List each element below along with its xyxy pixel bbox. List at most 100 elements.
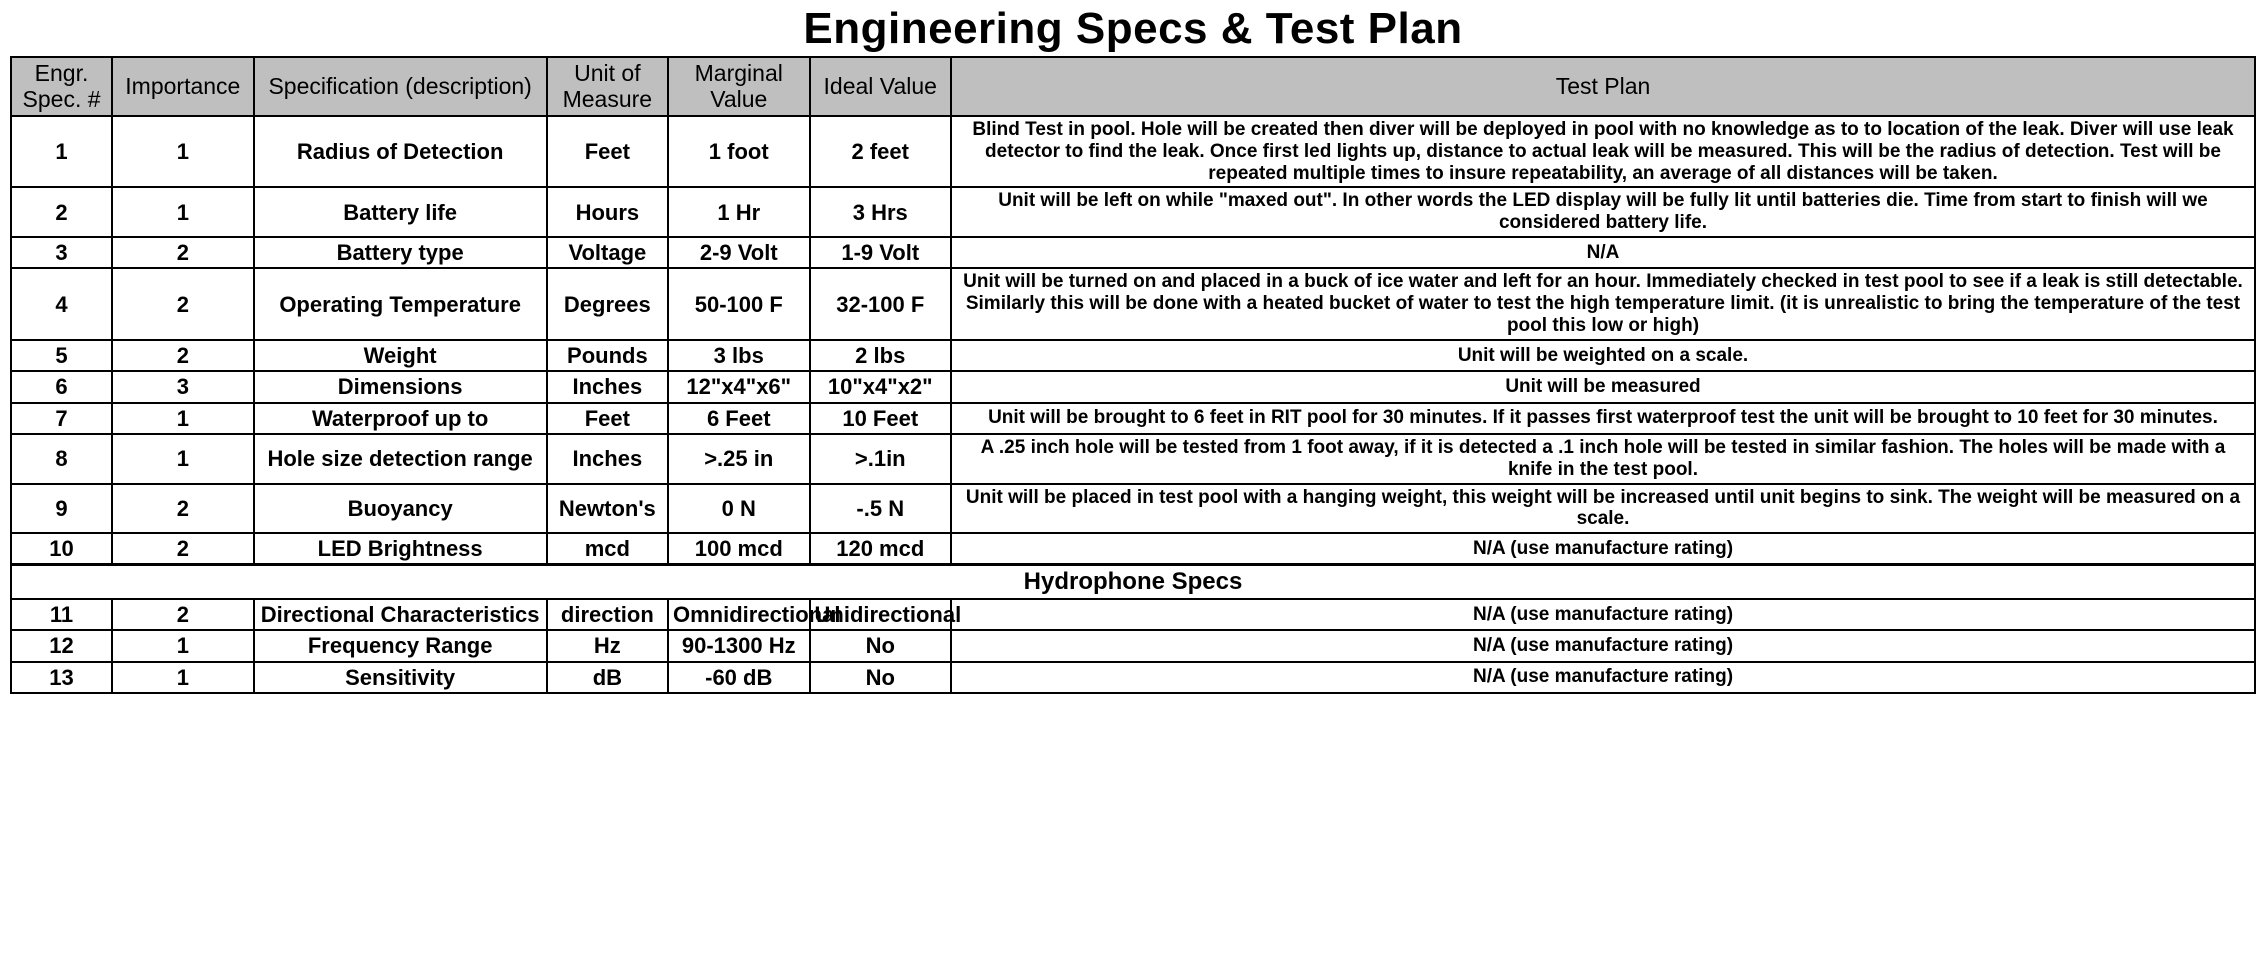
cell-ideal: 10"x4"x2" <box>810 371 952 402</box>
cell-imp: 2 <box>112 533 254 565</box>
cell-n: 5 <box>11 340 112 371</box>
cell-ideal: >.1in <box>810 434 952 484</box>
cell-n: 9 <box>11 484 112 534</box>
cell-spec: Battery type <box>254 237 547 268</box>
col-importance: Importance <box>112 57 254 116</box>
cell-tp: A .25 inch hole will be tested from 1 fo… <box>951 434 2255 484</box>
cell-ideal: 120 mcd <box>810 533 952 565</box>
cell-spec: Dimensions <box>254 371 547 402</box>
cell-tp: Unit will be weighted on a scale. <box>951 340 2255 371</box>
cell-ideal: No <box>810 630 952 661</box>
table-row: 4 2 Operating Temperature Degrees 50-100… <box>11 268 2255 340</box>
cell-imp: 3 <box>112 371 254 402</box>
cell-tp: N/A (use manufacture rating) <box>951 533 2255 565</box>
cell-spec: Sensitivity <box>254 662 547 693</box>
cell-tp: Blind Test in pool. Hole will be created… <box>951 116 2255 188</box>
cell-spec: Hole size detection range <box>254 434 547 484</box>
cell-uom: Inches <box>547 371 668 402</box>
cell-marg: 0 N <box>668 484 810 534</box>
cell-tp: N/A (use manufacture rating) <box>951 599 2255 630</box>
cell-spec: Frequency Range <box>254 630 547 661</box>
cell-tp: Unit will be left on while "maxed out". … <box>951 187 2255 237</box>
cell-tp: Unit will be placed in test pool with a … <box>951 484 2255 534</box>
section-header-hydrophone: Hydrophone Specs <box>11 565 2255 599</box>
cell-marg: 12"x4"x6" <box>668 371 810 402</box>
cell-n: 2 <box>11 187 112 237</box>
cell-imp: 1 <box>112 630 254 661</box>
table-row: 13 1 Sensitivity dB -60 dB No N/A (use m… <box>11 662 2255 693</box>
cell-n: 8 <box>11 434 112 484</box>
cell-uom: Hours <box>547 187 668 237</box>
col-testplan: Test Plan <box>951 57 2255 116</box>
cell-imp: 2 <box>112 599 254 630</box>
cell-uom: Feet <box>547 403 668 434</box>
cell-spec: Waterproof up to <box>254 403 547 434</box>
cell-ideal: 3 Hrs <box>810 187 952 237</box>
cell-ideal: 10 Feet <box>810 403 952 434</box>
cell-marg: 90-1300 Hz <box>668 630 810 661</box>
table-row: 2 1 Battery life Hours 1 Hr 3 Hrs Unit w… <box>11 187 2255 237</box>
cell-tp: N/A (use manufacture rating) <box>951 630 2255 661</box>
cell-ideal: Unidirectional <box>810 599 952 630</box>
cell-imp: 1 <box>112 434 254 484</box>
table-row: 3 2 Battery type Voltage 2-9 Volt 1-9 Vo… <box>11 237 2255 268</box>
cell-n: 12 <box>11 630 112 661</box>
cell-spec: Directional Characteristics <box>254 599 547 630</box>
cell-marg: 2-9 Volt <box>668 237 810 268</box>
cell-n: 11 <box>11 599 112 630</box>
cell-marg: 3 lbs <box>668 340 810 371</box>
table-row: 6 3 Dimensions Inches 12"x4"x6" 10"x4"x2… <box>11 371 2255 402</box>
cell-marg: 6 Feet <box>668 403 810 434</box>
page-title: Engineering Specs & Test Plan <box>10 0 2256 56</box>
cell-n: 3 <box>11 237 112 268</box>
cell-spec: Battery life <box>254 187 547 237</box>
cell-marg: 1 foot <box>668 116 810 188</box>
col-marginal: Marginal Value <box>668 57 810 116</box>
cell-imp: 1 <box>112 187 254 237</box>
cell-imp: 1 <box>112 662 254 693</box>
cell-imp: 1 <box>112 116 254 188</box>
cell-n: 6 <box>11 371 112 402</box>
cell-n: 4 <box>11 268 112 340</box>
cell-tp: Unit will be turned on and placed in a b… <box>951 268 2255 340</box>
cell-uom: Hz <box>547 630 668 661</box>
cell-spec: Buoyancy <box>254 484 547 534</box>
cell-tp: Unit will be measured <box>951 371 2255 402</box>
cell-tp: Unit will be brought to 6 feet in RIT po… <box>951 403 2255 434</box>
table-row: 8 1 Hole size detection range Inches >.2… <box>11 434 2255 484</box>
cell-ideal: 2 lbs <box>810 340 952 371</box>
table-row: 10 2 LED Brightness mcd 100 mcd 120 mcd … <box>11 533 2255 565</box>
cell-tp: N/A <box>951 237 2255 268</box>
cell-ideal: No <box>810 662 952 693</box>
cell-imp: 2 <box>112 268 254 340</box>
cell-spec: Operating Temperature <box>254 268 547 340</box>
specs-table: Engr. Spec. # Importance Specification (… <box>10 56 2256 694</box>
cell-uom: Pounds <box>547 340 668 371</box>
cell-marg: 1 Hr <box>668 187 810 237</box>
cell-marg: 100 mcd <box>668 533 810 565</box>
cell-ideal: -.5 N <box>810 484 952 534</box>
table-row: 11 2 Directional Characteristics directi… <box>11 599 2255 630</box>
table-row: 9 2 Buoyancy Newton's 0 N -.5 N Unit wil… <box>11 484 2255 534</box>
cell-tp: N/A (use manufacture rating) <box>951 662 2255 693</box>
cell-uom: Feet <box>547 116 668 188</box>
cell-marg: -60 dB <box>668 662 810 693</box>
col-engr-spec: Engr. Spec. # <box>11 57 112 116</box>
cell-spec: Radius of Detection <box>254 116 547 188</box>
cell-ideal: 1-9 Volt <box>810 237 952 268</box>
cell-uom: direction <box>547 599 668 630</box>
cell-n: 1 <box>11 116 112 188</box>
cell-spec: Weight <box>254 340 547 371</box>
table-header-row: Engr. Spec. # Importance Specification (… <box>11 57 2255 116</box>
cell-imp: 2 <box>112 237 254 268</box>
table-row: 7 1 Waterproof up to Feet 6 Feet 10 Feet… <box>11 403 2255 434</box>
cell-imp: 2 <box>112 484 254 534</box>
table-row: 1 1 Radius of Detection Feet 1 foot 2 fe… <box>11 116 2255 188</box>
cell-marg: 50-100 F <box>668 268 810 340</box>
cell-imp: 1 <box>112 403 254 434</box>
page: Engineering Specs & Test Plan Engr. Spec… <box>0 0 2266 704</box>
col-uom: Unit of Measure <box>547 57 668 116</box>
cell-marg: Omnidirectional <box>668 599 810 630</box>
cell-uom: mcd <box>547 533 668 565</box>
cell-n: 13 <box>11 662 112 693</box>
